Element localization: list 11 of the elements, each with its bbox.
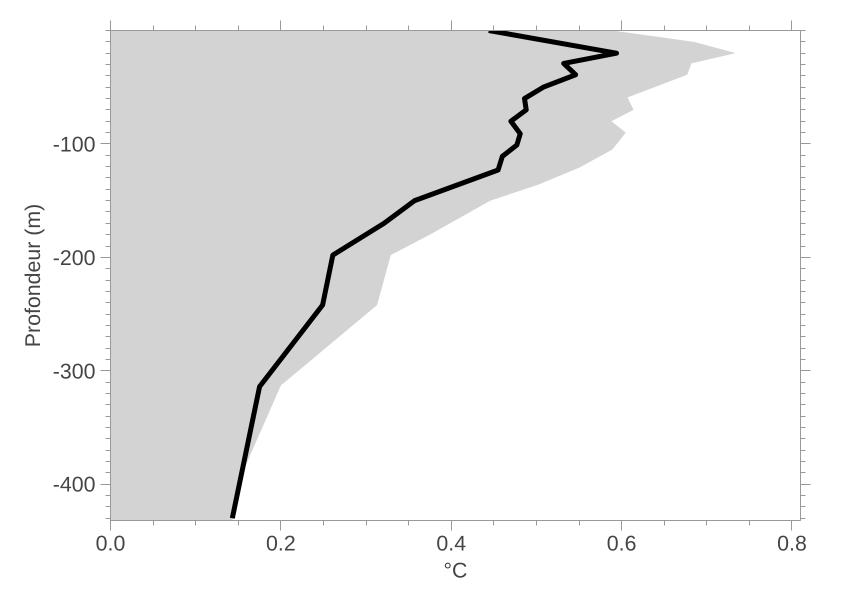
x-tick-label: 0.4 xyxy=(436,532,466,556)
x-tick-label: 0.6 xyxy=(606,532,636,556)
y-tick-label: -300 xyxy=(52,359,96,384)
y-tick-label: -400 xyxy=(52,472,96,497)
y-tick-label: -200 xyxy=(52,246,96,270)
y-tick-label: -100 xyxy=(52,132,96,156)
x-tick-label: 0.8 xyxy=(777,532,807,556)
y-axis-title: Profondeur (m) xyxy=(20,204,45,348)
x-axis-title: °C xyxy=(444,558,468,582)
x-tick-label: 0.0 xyxy=(96,532,126,556)
x-tick-label: 0.2 xyxy=(266,532,296,556)
